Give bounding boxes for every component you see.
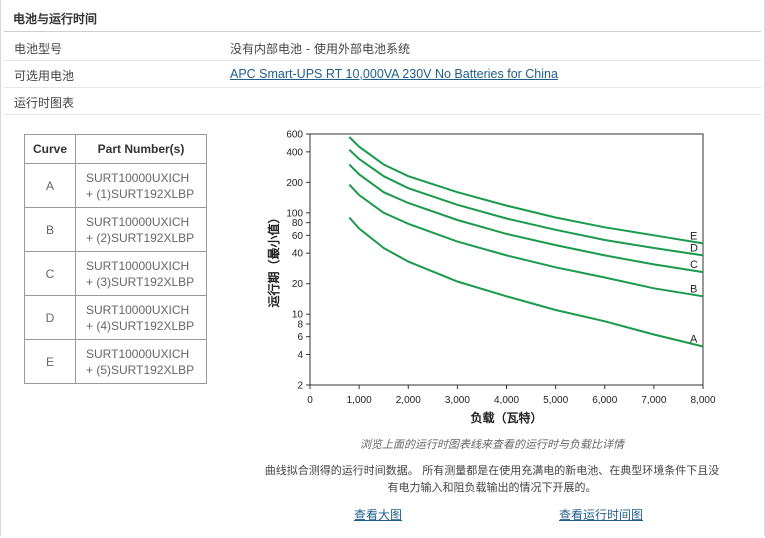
series-line-d	[348, 148, 704, 257]
x-tick-label: 4,000	[494, 395, 519, 406]
part-line: + (2)SURT192XLBP	[86, 230, 195, 245]
table-row: E SURT10000UXICH + (5)SURT192XLBP	[24, 339, 207, 384]
part-line: SURT10000UXICH	[86, 302, 190, 317]
x-tick-label: 3,000	[445, 395, 470, 406]
y-tick-label: 60	[292, 231, 304, 242]
series-line-b	[348, 183, 704, 298]
part-number-cell: SURT10000UXICH + (2)SURT192XLBP	[75, 207, 207, 252]
section-title: 电池与运行时间	[13, 12, 98, 26]
curve-column-header: Curve	[24, 134, 76, 164]
x-tick-label: 2,000	[396, 395, 421, 406]
curve-cell: B	[24, 207, 76, 252]
y-tick-label: 10	[292, 310, 304, 321]
view-runtime-chart-link[interactable]: 查看运行时间图	[559, 508, 644, 522]
chart-hint: 浏览上面的运行时图表线来查看的运行时与负载比详情	[360, 438, 624, 451]
table-row: D SURT10000UXICH + (4)SURT192XLBP	[24, 295, 207, 340]
curve-cell: A	[24, 163, 76, 208]
y-tick-label: 600	[286, 130, 303, 141]
part-number-cell: SURT10000UXICH + (5)SURT192XLBP	[75, 339, 207, 384]
part-line: + (5)SURT192XLBP	[86, 362, 195, 377]
part-number-cell: SURT10000UXICH + (4)SURT192XLBP	[75, 295, 207, 340]
runtime-chart-row: 运行时图表	[4, 88, 761, 115]
y-tick-label: 2	[297, 381, 303, 392]
part-line: SURT10000UXICH	[86, 258, 190, 273]
y-tick-label: 200	[286, 178, 303, 189]
battery-model-value: 没有内部电池 - 使用外部电池系统	[230, 42, 410, 56]
optional-battery-link[interactable]: APC Smart-UPS RT 10,000VA 230V No Batter…	[230, 67, 558, 81]
series-label-b: B	[690, 283, 697, 295]
series-label-d: D	[690, 242, 698, 254]
table-row: B SURT10000UXICH + (2)SURT192XLBP	[24, 207, 207, 252]
table-row: A SURT10000UXICH + (1)SURT192XLBP	[24, 163, 207, 208]
table-row: C SURT10000UXICH + (3)SURT192XLBP	[24, 251, 207, 296]
x-axis-label: 负载（瓦特）	[470, 410, 542, 425]
curve-cell: D	[24, 295, 76, 340]
table-header-row: Curve Part Number(s)	[24, 134, 207, 164]
part-line: + (4)SURT192XLBP	[86, 318, 195, 333]
y-axis-label: 运行期（最小值）	[266, 211, 281, 307]
x-tick-label: 8,000	[690, 395, 715, 406]
plot-area-frame	[309, 133, 704, 386]
view-large-image-link[interactable]: 查看大图	[354, 508, 403, 522]
y-tick-label: 6	[297, 332, 303, 343]
y-tick-label: 80	[292, 218, 304, 229]
chart-note: 曲线拟合测得的运行时间数据。 所有测量都是在使用充满电的新电池、在典型环境条件下…	[264, 464, 720, 494]
optional-battery-label: 可选用电池	[14, 69, 75, 83]
part-line: SURT10000UXICH	[86, 170, 190, 185]
curve-cell: C	[24, 251, 76, 296]
series-label-e: E	[690, 230, 697, 242]
part-number-column-header: Part Number(s)	[75, 134, 207, 164]
runtime-chart: 0 1,000 2,000 3,000 4,000 5,000 6,000 7,000 8,00…	[262, 124, 722, 429]
x-tick-label: 6,000	[592, 395, 617, 406]
battery-model-row: 电池型号 没有内部电池 - 使用外部电池系统	[4, 34, 761, 61]
curve-parts-table: Curve Part Number(s) A SURT10000UXICH + (…	[24, 134, 207, 384]
series-line-e	[348, 136, 704, 245]
series-line-a	[348, 216, 704, 348]
x-tick-label: 0	[307, 395, 313, 406]
part-line: SURT10000UXICH	[86, 214, 190, 229]
y-tick-label: 40	[292, 249, 304, 260]
part-line: + (3)SURT192XLBP	[86, 274, 195, 289]
battery-model-label: 电池型号	[14, 42, 63, 56]
part-number-cell: SURT10000UXICH + (3)SURT192XLBP	[75, 251, 207, 296]
curve-cell: E	[24, 339, 76, 384]
y-tick-label: 400	[286, 147, 303, 158]
x-tick-label: 7,000	[641, 395, 666, 406]
y-tick-label: 100	[286, 208, 303, 219]
part-line: + (1)SURT192XLBP	[86, 186, 195, 201]
y-tick-label: 4	[297, 350, 303, 361]
optional-battery-row: 可选用电池 APC Smart-UPS RT 10,000VA 230V No …	[4, 61, 761, 88]
part-number-cell: SURT10000UXICH + (1)SURT192XLBP	[75, 163, 207, 208]
x-tick-label: 5,000	[543, 395, 568, 406]
section-divider	[4, 31, 761, 32]
series-label-c: C	[690, 259, 698, 271]
part-line: SURT10000UXICH	[86, 346, 190, 361]
y-tick-label: 8	[297, 319, 303, 330]
runtime-chart-svg: 0 1,000 2,000 3,000 4,000 5,000 6,000 7,000 8,00…	[266, 130, 716, 426]
x-tick-label: 1,000	[347, 395, 372, 406]
y-tick-label: 20	[292, 279, 304, 290]
series-line-c	[348, 163, 704, 274]
series-label-a: A	[690, 333, 698, 345]
runtime-chart-label: 运行时图表	[14, 96, 75, 110]
